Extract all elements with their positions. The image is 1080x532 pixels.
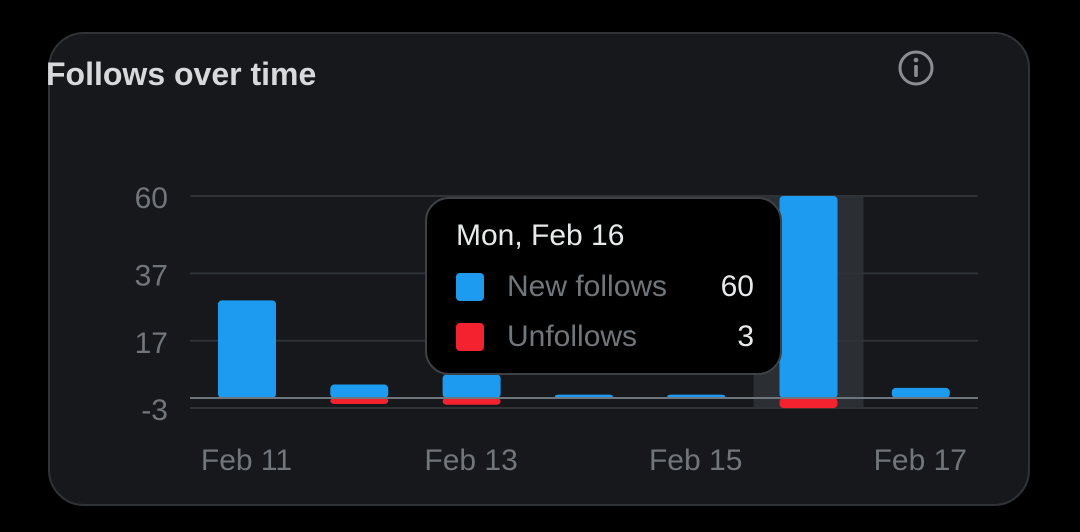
unfollows-bar[interactable] — [779, 398, 838, 409]
tooltip-value: 3 — [737, 320, 754, 353]
tooltip-value: 60 — [720, 270, 754, 303]
new-follows-bar[interactable] — [891, 387, 950, 398]
x-tick-label: Feb 15 — [649, 444, 742, 477]
chart-tooltip: Mon, Feb 16 New follows 60 Unfollows 3 — [425, 197, 782, 375]
y-tick-label: 60 — [135, 182, 168, 215]
tooltip-row-new-follows: New follows 60 — [456, 267, 754, 307]
unfollows-bar[interactable] — [330, 398, 389, 404]
x-tick-label: Feb 11 — [201, 444, 292, 477]
x-tick-label: Feb 13 — [424, 444, 517, 477]
x-tick-label: Feb 17 — [874, 444, 967, 477]
tooltip-row-unfollows: Unfollows 3 — [456, 317, 754, 357]
y-tick-label: 17 — [135, 327, 168, 360]
tooltip-label: Unfollows — [507, 320, 638, 353]
unfollows-swatch — [456, 323, 484, 351]
y-tick-label: -3 — [141, 394, 168, 427]
new-follows-swatch — [456, 273, 484, 301]
new-follows-bar[interactable] — [218, 300, 276, 398]
tooltip-date: Mon, Feb 16 — [456, 219, 625, 252]
unfollows-bar[interactable] — [442, 398, 501, 405]
new-follows-bar[interactable] — [330, 384, 389, 398]
y-tick-label: 37 — [135, 259, 168, 292]
info-icon[interactable] — [896, 48, 936, 88]
new-follows-bar[interactable] — [779, 196, 838, 398]
tooltip-label: New follows — [507, 270, 668, 303]
card-title: Follows over time — [46, 56, 317, 92]
new-follows-bar[interactable] — [442, 374, 501, 398]
